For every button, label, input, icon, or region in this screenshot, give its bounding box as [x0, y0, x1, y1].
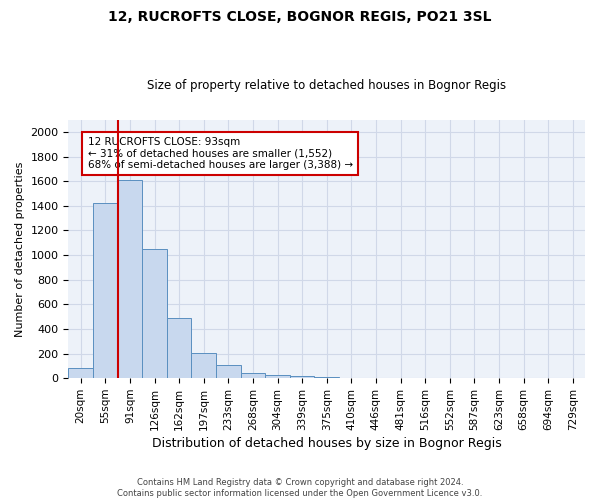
Bar [314, 377, 339, 378]
Bar [241, 373, 265, 378]
Bar [216, 366, 241, 378]
Bar [167, 318, 191, 378]
Bar [68, 368, 93, 378]
Text: 12 RUCROFTS CLOSE: 93sqm
← 31% of detached houses are smaller (1,552)
68% of sem: 12 RUCROFTS CLOSE: 93sqm ← 31% of detach… [88, 137, 353, 170]
Bar [118, 180, 142, 378]
Bar [142, 249, 167, 378]
Text: Contains HM Land Registry data © Crown copyright and database right 2024.
Contai: Contains HM Land Registry data © Crown c… [118, 478, 482, 498]
Bar [290, 376, 314, 378]
Bar [265, 375, 290, 378]
Text: 12, RUCROFTS CLOSE, BOGNOR REGIS, PO21 3SL: 12, RUCROFTS CLOSE, BOGNOR REGIS, PO21 3… [108, 10, 492, 24]
Y-axis label: Number of detached properties: Number of detached properties [15, 161, 25, 336]
Title: Size of property relative to detached houses in Bognor Regis: Size of property relative to detached ho… [147, 79, 506, 92]
Bar [93, 204, 118, 378]
Bar [191, 353, 216, 378]
X-axis label: Distribution of detached houses by size in Bognor Regis: Distribution of detached houses by size … [152, 437, 502, 450]
